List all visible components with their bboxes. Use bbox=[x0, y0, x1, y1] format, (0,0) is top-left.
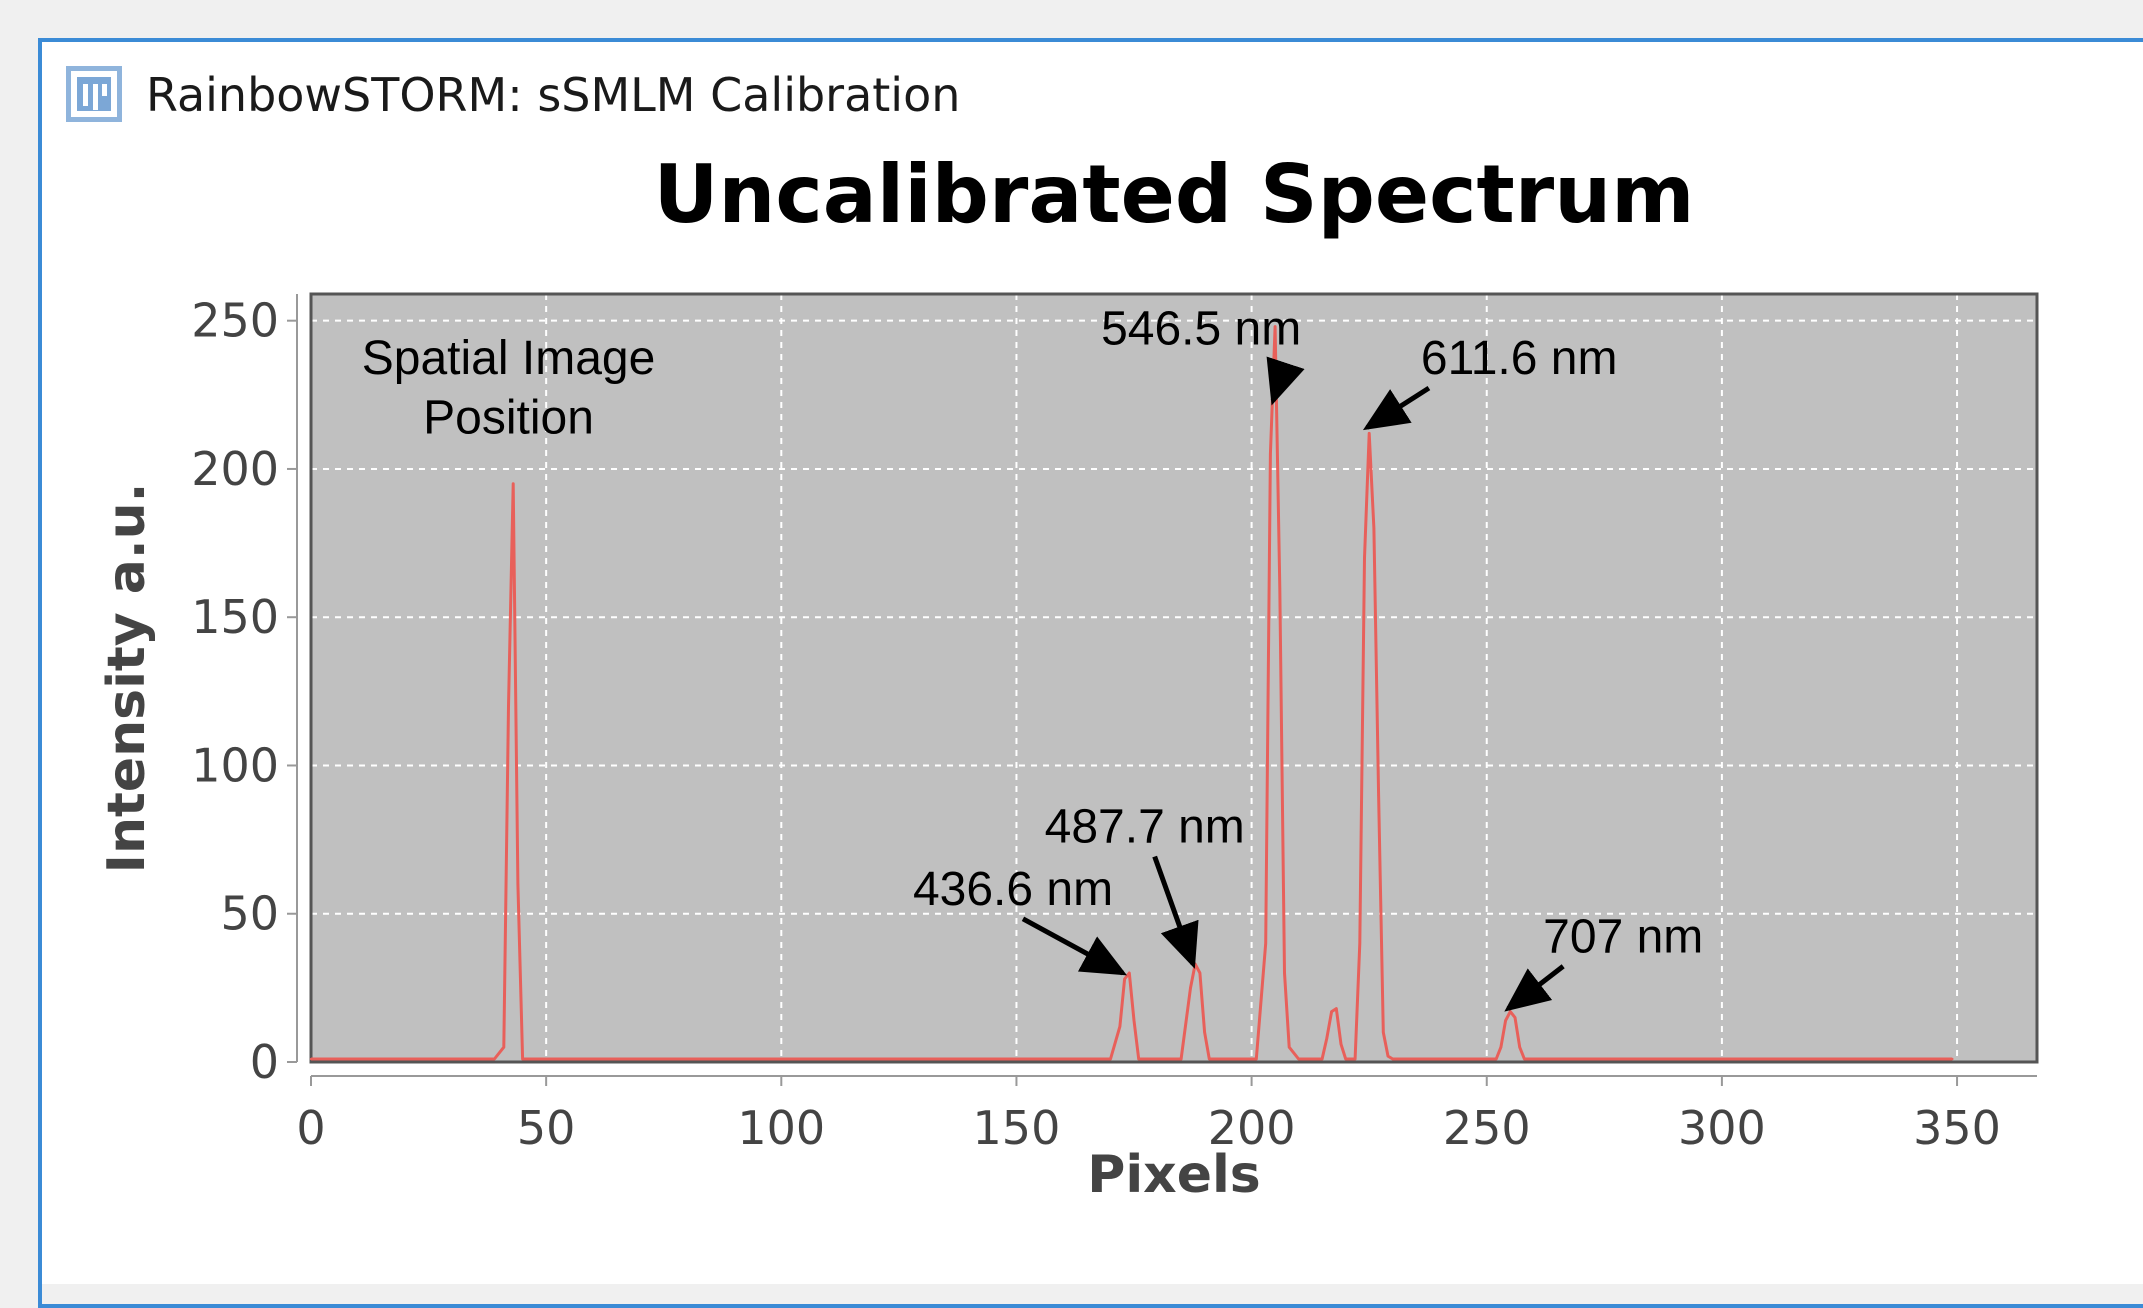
data-point bbox=[1363, 556, 1366, 560]
data-point bbox=[1509, 1010, 1512, 1013]
status-strip bbox=[42, 1284, 2143, 1304]
annotation-arrow bbox=[1021, 916, 1128, 976]
data-point bbox=[493, 1057, 496, 1061]
data-point bbox=[1109, 1057, 1112, 1061]
data-point bbox=[1137, 1057, 1140, 1061]
plot-border bbox=[309, 292, 2039, 1064]
x-tick-label: 200 bbox=[1208, 1101, 1296, 1155]
y-tick-label: 250 bbox=[191, 294, 279, 348]
annotation-arrow bbox=[1362, 385, 1431, 431]
data-point bbox=[1273, 325, 1277, 328]
annotation-label: Position bbox=[423, 391, 594, 444]
imagej-icon bbox=[66, 66, 122, 122]
data-point bbox=[1353, 1057, 1357, 1061]
data-point bbox=[1208, 1057, 1211, 1061]
data-point bbox=[1367, 432, 1371, 435]
annotation-arrow bbox=[1266, 356, 1305, 406]
data-point bbox=[1123, 977, 1126, 981]
data-point bbox=[1513, 1016, 1517, 1019]
data-point bbox=[1264, 942, 1267, 945]
data-point bbox=[1494, 1057, 1498, 1061]
app-window: RainbowSTORM: sSMLM Calibration Uncalibr… bbox=[38, 38, 2143, 1308]
data-point bbox=[516, 882, 520, 886]
x-axis-title: Pixels bbox=[1087, 1145, 1261, 1205]
data-point bbox=[1198, 971, 1202, 975]
data-point bbox=[1518, 1045, 1521, 1049]
data-point bbox=[1951, 1057, 1954, 1061]
data-point bbox=[1382, 1031, 1385, 1034]
data-point bbox=[512, 482, 515, 485]
data-point bbox=[1203, 1031, 1206, 1034]
annotation-label: 436.6 nm bbox=[913, 863, 1113, 916]
data-point bbox=[1288, 1045, 1291, 1049]
annotation-arrow bbox=[1152, 855, 1199, 969]
data-point bbox=[1523, 1057, 1526, 1061]
data-point bbox=[1297, 1057, 1300, 1061]
chart-title: Uncalibrated Spectrum bbox=[653, 148, 1694, 241]
data-point bbox=[1255, 1057, 1258, 1061]
annotation-label: 546.5 nm bbox=[1101, 302, 1301, 355]
data-point bbox=[1391, 1057, 1394, 1061]
data-point bbox=[1339, 1043, 1343, 1046]
y-tick-label: 50 bbox=[220, 887, 279, 941]
data-point bbox=[1118, 1025, 1122, 1028]
y-axis-title: Intensity a.u. bbox=[97, 483, 157, 874]
x-tick-label: 250 bbox=[1443, 1101, 1531, 1155]
data-point bbox=[1335, 1007, 1338, 1010]
y-tick-label: 100 bbox=[191, 738, 279, 792]
data-point bbox=[1320, 1057, 1324, 1061]
x-tick-label: 0 bbox=[296, 1101, 325, 1155]
data-point bbox=[1358, 942, 1361, 945]
data-point bbox=[502, 1045, 506, 1049]
x-tick-label: 350 bbox=[1913, 1101, 2001, 1155]
data-point bbox=[1504, 1019, 1507, 1022]
data-point bbox=[1278, 586, 1282, 589]
data-point bbox=[1132, 1019, 1136, 1022]
data-point bbox=[1283, 971, 1286, 975]
annotation-label: Spatial Image bbox=[362, 332, 656, 385]
data-point bbox=[1372, 527, 1376, 530]
data-point bbox=[1269, 452, 1272, 456]
data-point bbox=[1344, 1057, 1347, 1061]
data-point bbox=[1377, 793, 1380, 797]
x-tick-label: 300 bbox=[1678, 1101, 1766, 1155]
data-point bbox=[309, 1057, 313, 1061]
annotation-label: 611.6 nm bbox=[1421, 332, 1618, 385]
data-point bbox=[1386, 1054, 1390, 1058]
x-tick-label: 100 bbox=[737, 1101, 825, 1155]
chart: Uncalibrated Spectrum 0 50 100 150 200 250 0 50 1… bbox=[97, 148, 2039, 1205]
y-tick-label: 200 bbox=[191, 442, 279, 496]
annotation-label: 707 nm bbox=[1543, 910, 1703, 963]
data-point bbox=[1499, 1045, 1503, 1049]
annotation-label: 487.7 nm bbox=[1045, 801, 1245, 854]
y-tick-label: 150 bbox=[191, 590, 279, 644]
x-tick-label: 150 bbox=[973, 1101, 1061, 1155]
annotation-arrow bbox=[1504, 964, 1565, 1012]
y-tick-label: 0 bbox=[250, 1035, 279, 1089]
data-point bbox=[1325, 1037, 1329, 1040]
data-point bbox=[521, 1057, 524, 1061]
window-title: RainbowSTORM: sSMLM Calibration bbox=[146, 68, 961, 122]
data-point bbox=[1179, 1057, 1183, 1061]
data-point bbox=[1189, 986, 1192, 990]
data-point bbox=[1128, 971, 1131, 975]
title-bar: RainbowSTORM: sSMLM Calibration bbox=[42, 42, 2143, 142]
data-point bbox=[507, 704, 510, 708]
x-tick-label: 50 bbox=[517, 1101, 576, 1155]
data-point bbox=[1330, 1010, 1333, 1013]
